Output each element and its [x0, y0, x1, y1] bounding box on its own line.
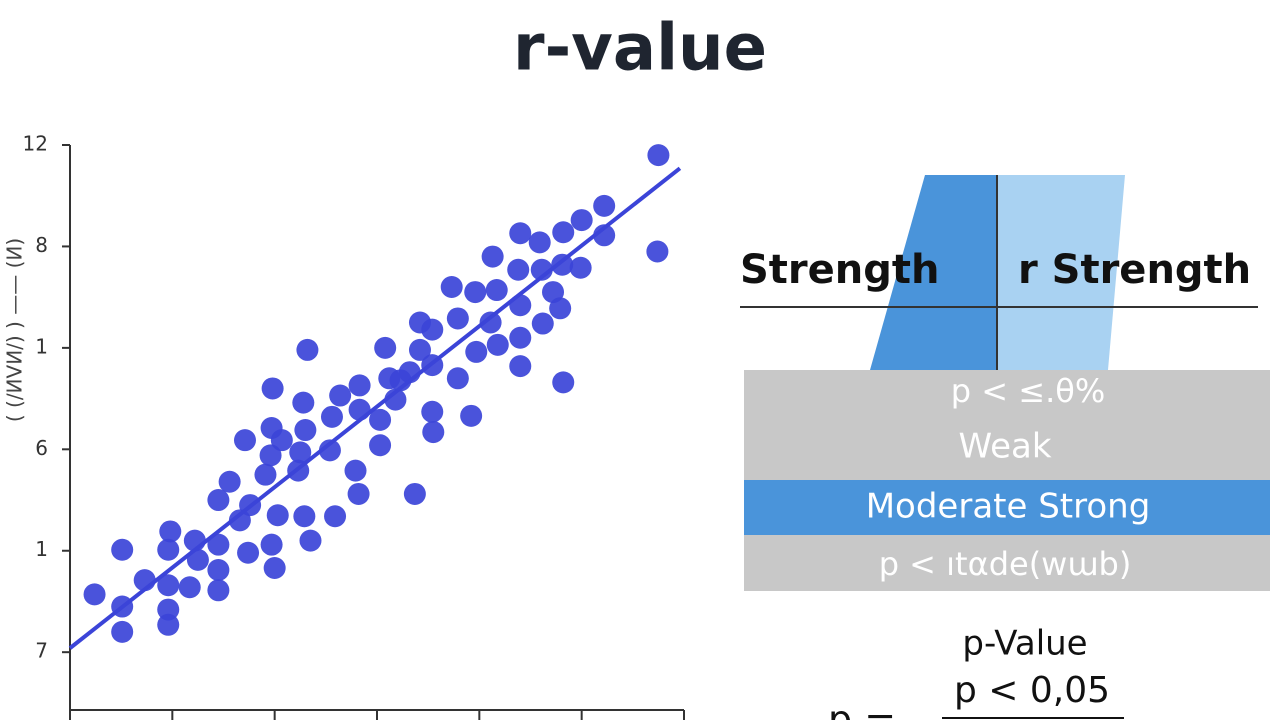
point — [344, 459, 367, 482]
y-axis-label: ( (/ИVИ/) ) —— (И) — [3, 238, 27, 422]
point — [528, 231, 551, 254]
point — [369, 408, 392, 431]
header-cell: r Strength — [1018, 247, 1251, 293]
point — [530, 258, 553, 281]
y-tick-label: 1 — [35, 334, 48, 358]
point — [549, 297, 572, 320]
y-tick-label: 6 — [35, 436, 48, 460]
point — [259, 444, 282, 467]
row-text: p < ıtαde(wɯb) — [879, 545, 1132, 583]
point — [228, 509, 251, 532]
point — [646, 240, 669, 263]
point — [374, 336, 397, 359]
point — [348, 374, 371, 397]
row-bg-highlight — [744, 480, 1270, 535]
point — [593, 194, 616, 217]
point — [233, 429, 256, 452]
point — [261, 377, 284, 400]
y-tick-label: 7 — [35, 639, 48, 663]
point — [408, 311, 431, 334]
blue-shape — [870, 175, 997, 370]
point — [320, 405, 343, 428]
point — [464, 281, 487, 304]
point — [266, 504, 289, 527]
y-tick-label: 8 — [35, 233, 48, 257]
point — [318, 439, 341, 462]
point — [157, 538, 180, 561]
point — [486, 333, 509, 356]
point — [111, 620, 134, 643]
point — [485, 279, 508, 302]
point — [552, 221, 575, 244]
point — [186, 548, 209, 571]
point — [509, 355, 532, 378]
point — [111, 538, 134, 561]
point — [157, 574, 180, 597]
row-bg — [744, 535, 1270, 591]
point — [294, 419, 317, 442]
y-tick-label: 12 — [23, 132, 48, 156]
formula-rhs: p < 0,05 — [954, 670, 1110, 711]
point — [207, 489, 230, 512]
point — [369, 434, 392, 457]
point — [421, 400, 444, 423]
point — [157, 598, 180, 621]
title: r-value — [513, 12, 767, 86]
point — [570, 209, 593, 232]
point — [296, 338, 319, 361]
light-blue-shape — [997, 175, 1125, 370]
point — [403, 482, 426, 505]
row-text: Weak — [958, 427, 1051, 467]
point — [324, 505, 347, 528]
point — [218, 470, 241, 493]
point — [299, 529, 322, 552]
trend-line — [68, 166, 682, 650]
row-text: p < ≤.θ% — [951, 372, 1105, 410]
y-tick-label: 1 — [35, 537, 48, 561]
point — [347, 482, 370, 505]
point — [460, 404, 483, 427]
point — [292, 391, 315, 414]
point — [479, 311, 502, 334]
point — [254, 463, 277, 486]
point — [465, 340, 488, 363]
point — [207, 579, 230, 602]
point — [446, 307, 469, 330]
point — [507, 258, 530, 281]
point — [551, 253, 574, 276]
point — [329, 384, 352, 407]
header-cell: Strength — [740, 247, 940, 293]
point — [270, 429, 293, 452]
point — [293, 505, 316, 528]
formula-lhs: p = — [828, 698, 896, 721]
point — [440, 276, 463, 299]
point — [509, 222, 532, 245]
row-bg — [744, 370, 1270, 480]
point — [408, 338, 431, 361]
formula-label: p-Value — [962, 624, 1087, 664]
point — [157, 613, 180, 636]
point — [552, 371, 575, 394]
point — [569, 256, 592, 279]
point — [481, 245, 504, 268]
point — [207, 533, 230, 556]
point — [647, 144, 670, 167]
point — [289, 441, 312, 464]
point — [237, 541, 260, 564]
point — [531, 312, 554, 335]
point — [446, 367, 469, 390]
point — [260, 533, 283, 556]
point — [263, 556, 286, 579]
point — [159, 520, 182, 543]
point — [83, 583, 106, 606]
point — [348, 398, 371, 421]
point — [509, 326, 532, 349]
point — [178, 576, 201, 599]
point — [422, 421, 445, 444]
point — [207, 559, 230, 582]
row-text: Moderate Strong — [866, 487, 1151, 527]
